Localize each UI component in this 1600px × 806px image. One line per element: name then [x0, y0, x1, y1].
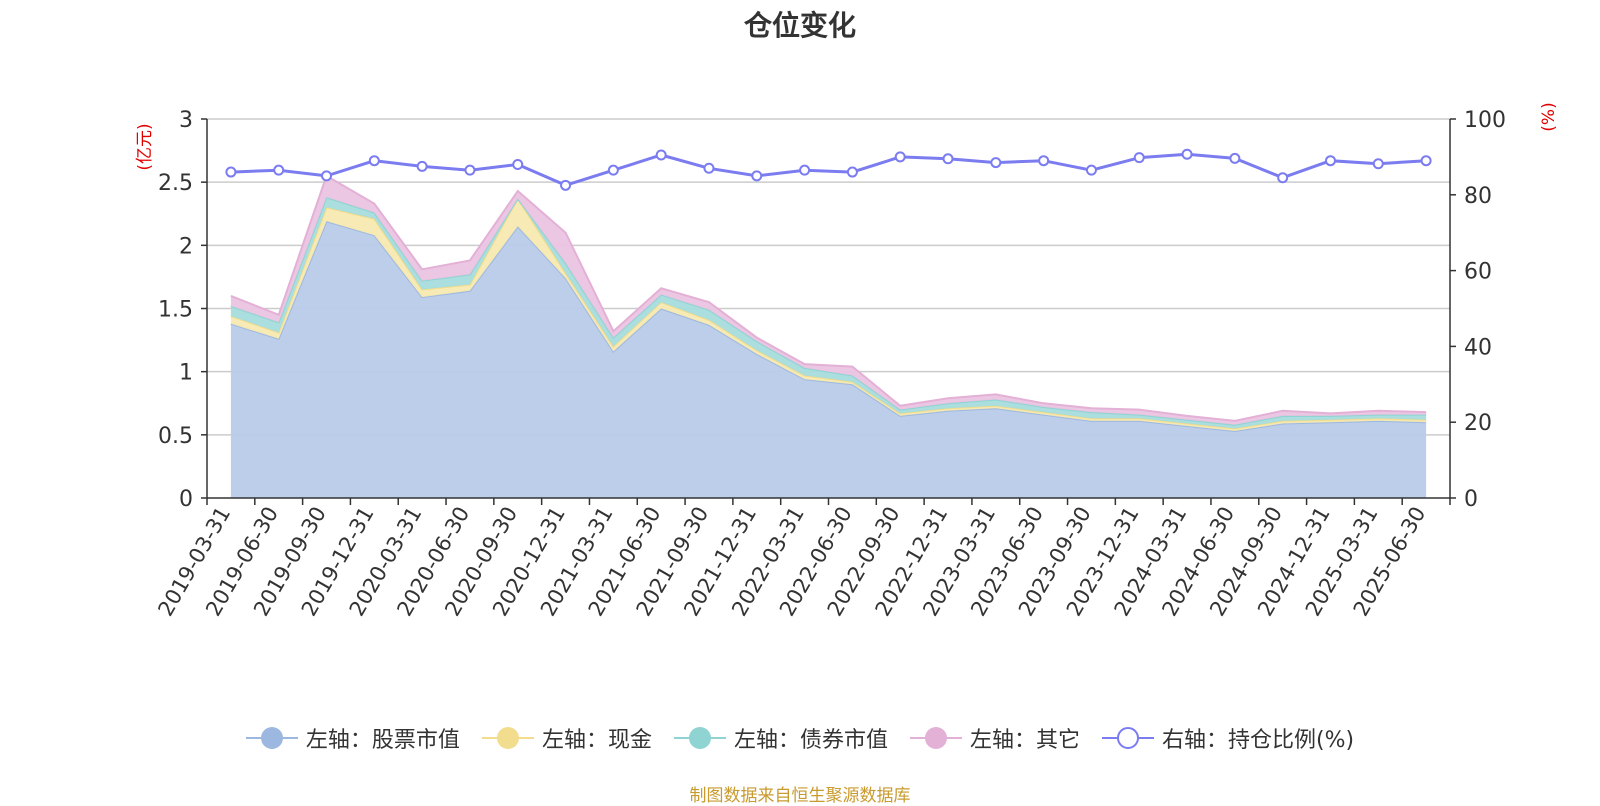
area-series-1: [230, 198, 1427, 431]
left-tick-label: 0.5: [158, 424, 193, 449]
ratio-point: [751, 170, 763, 182]
left-tick-label: 0: [179, 487, 193, 512]
ratio-point: [942, 153, 954, 165]
ratio-point: [990, 157, 1002, 169]
legend-item[interactable]: 左轴：现金: [481, 722, 652, 754]
right-tick-label: 0: [1464, 487, 1478, 512]
ratio-point: [799, 164, 811, 176]
area-edge-series-3: [230, 174, 1427, 422]
legend-symbol-icon: [1101, 725, 1154, 751]
legend-item[interactable]: 左轴：其它: [909, 722, 1080, 754]
ratio-point: [512, 158, 524, 170]
ratio-point: [703, 162, 715, 174]
right-tick-label: 60: [1464, 260, 1492, 285]
ratio-point: [416, 160, 428, 172]
ratio-point: [1277, 172, 1289, 184]
stacked-areas: [230, 174, 1427, 499]
legend-item[interactable]: 左轴：债券市值: [673, 722, 888, 754]
ratio-point: [273, 164, 285, 176]
legend-item[interactable]: 左轴：股票市值: [245, 722, 460, 754]
legend: 左轴：股票市值 左轴：现金 左轴：债券市值 左轴：其它 右轴：持仓比例(%): [0, 722, 1600, 754]
ratio-point: [1085, 164, 1097, 176]
left-axis-unit: (亿元): [135, 123, 155, 170]
ratio-point: [1372, 158, 1384, 170]
chart-title: 仓位变化: [743, 9, 856, 42]
ratio-point: [1181, 148, 1193, 160]
legend-symbol-icon: [909, 725, 962, 751]
ratio-point: [464, 164, 476, 176]
legend-label: 左轴：股票市值: [305, 728, 460, 753]
ratio-line: [225, 148, 1432, 191]
ratio-point: [607, 164, 619, 176]
area-series-0: [230, 221, 1427, 499]
left-tick-label: 1.5: [158, 298, 193, 323]
ratio-point: [894, 151, 906, 163]
legend-label: 右轴：持仓比例(%): [1161, 728, 1355, 753]
legend-symbol-icon: [673, 725, 726, 751]
ratio-point: [560, 179, 572, 191]
right-tick-label: 80: [1464, 184, 1492, 209]
ratio-point: [1420, 155, 1432, 167]
ratio-point: [368, 155, 380, 167]
left-tick-label: 3: [179, 108, 193, 133]
legend-item[interactable]: 右轴：持仓比例(%): [1101, 722, 1355, 754]
ratio-point: [1133, 152, 1145, 164]
source-note: 制图数据来自恒生聚源数据库: [689, 786, 911, 806]
ratio-point: [1038, 155, 1050, 167]
ratio-point: [655, 149, 667, 161]
legend-symbol-icon: [245, 725, 298, 751]
left-tick-label: 2: [179, 234, 193, 259]
legend-label: 左轴：债券市值: [733, 728, 888, 753]
right-tick-label: 20: [1464, 411, 1492, 436]
left-tick-label: 2.5: [158, 171, 193, 196]
ratio-point: [225, 166, 237, 178]
ratio-point: [1229, 152, 1241, 164]
ratio-line-path: [230, 152, 1427, 187]
right-tick-label: 100: [1464, 108, 1506, 133]
right-tick-label: 40: [1464, 335, 1492, 360]
ratio-point: [1324, 155, 1336, 167]
legend-label: 左轴：现金: [541, 728, 652, 753]
ratio-point: [321, 170, 333, 182]
area-series-3: [230, 175, 1427, 425]
legend-label: 左轴：其它: [969, 728, 1080, 753]
right-axis-unit: (%): [1539, 102, 1559, 131]
left-tick-label: 1: [179, 361, 193, 386]
legend-symbol-icon: [481, 725, 534, 751]
ratio-point: [846, 166, 858, 178]
